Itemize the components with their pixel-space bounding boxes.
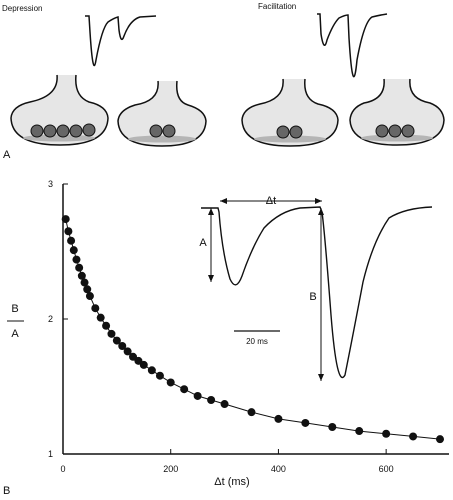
data-point [207, 396, 216, 404]
data-point [328, 423, 337, 431]
data-point [247, 408, 256, 417]
data-point [382, 429, 391, 438]
x-tick-label: 400 [271, 464, 286, 474]
data-point [69, 246, 78, 255]
inset: Δt A B 20 ms [199, 195, 433, 381]
y-label-numerator: B [11, 303, 18, 315]
data-point [123, 347, 132, 356]
panel-a-label: A [3, 149, 11, 161]
x-tick-label: 0 [60, 464, 65, 474]
data-point [107, 329, 116, 338]
data-point [436, 435, 444, 444]
x-tick-label: 600 [379, 464, 394, 474]
facilitation-title: Facilitation [258, 2, 296, 11]
data-point [102, 321, 111, 330]
data-point [355, 427, 364, 436]
fit-line [65, 218, 441, 440]
b-label: B [309, 291, 316, 303]
data-point [118, 342, 127, 350]
facilitation-trace [317, 13, 388, 78]
a-label: A [199, 237, 207, 249]
data-point [85, 292, 94, 301]
data-point [180, 385, 189, 394]
data-point [139, 360, 148, 369]
x-tick-label: 200 [163, 464, 178, 474]
data-point [409, 432, 418, 441]
panel-b-label: B [3, 485, 10, 497]
synaptic-terminal-depression-1 [10, 74, 109, 146]
x-axis-label: Δt (ms) [214, 476, 249, 488]
data-point [193, 391, 202, 400]
data-point [112, 336, 121, 345]
y-tick-label: 2 [48, 314, 53, 324]
data-point [61, 215, 70, 224]
depression-trace [85, 15, 157, 67]
y-tick-label: 3 [48, 179, 53, 189]
data-point [91, 304, 100, 313]
data-point [72, 255, 81, 264]
data-point [64, 227, 73, 236]
data-point [83, 285, 92, 294]
data-point [67, 236, 76, 245]
data-point [220, 400, 229, 409]
synaptic-terminal-facilitation-1 [241, 78, 339, 147]
y-label-denominator: A [11, 328, 19, 340]
inset-trace [201, 206, 433, 379]
data-points [61, 215, 444, 444]
delta-t-label: Δt [266, 195, 276, 207]
scale-bar-label: 20 ms [246, 337, 268, 346]
synaptic-terminal-facilitation-2 [349, 78, 445, 146]
depression-title: Depression [2, 4, 42, 13]
data-point [166, 378, 175, 387]
data-point [147, 366, 156, 375]
data-point [301, 418, 310, 427]
data-point [155, 371, 164, 380]
data-point [80, 278, 89, 287]
synaptic-terminal-depression-2 [117, 80, 207, 147]
axis-ticks: 0 200 400 600 1 2 3 [48, 179, 394, 474]
data-point [77, 271, 86, 280]
data-point [96, 313, 105, 322]
y-tick-label: 1 [48, 449, 53, 459]
data-point [274, 414, 283, 423]
data-point [75, 263, 84, 272]
